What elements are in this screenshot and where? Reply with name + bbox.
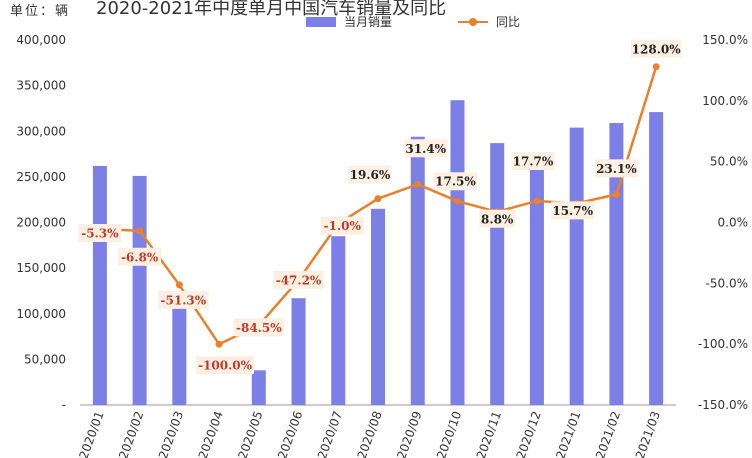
yoy-data-label: -6.8% bbox=[121, 250, 159, 264]
sales-bar bbox=[331, 236, 346, 405]
sales-bar bbox=[450, 100, 465, 405]
yoy-label-bg bbox=[511, 151, 555, 170]
yoy-point bbox=[175, 281, 183, 289]
yoy-label-bg bbox=[404, 139, 448, 158]
right-y-tick-label: -100.0% bbox=[698, 337, 748, 351]
yoy-point bbox=[533, 197, 541, 205]
right-y-tick-label: 150.0% bbox=[702, 33, 748, 47]
sales-bar bbox=[291, 298, 306, 405]
sales-bar bbox=[609, 123, 624, 405]
x-tick-label: 2020/05 bbox=[235, 409, 265, 458]
yoy-data-label: -51.3% bbox=[161, 293, 207, 307]
left-y-tick-label: 200,000 bbox=[16, 216, 66, 230]
yoy-data-label: 17.7% bbox=[513, 154, 554, 168]
legend-bar-swatch bbox=[306, 16, 336, 27]
yoy-point bbox=[374, 195, 382, 203]
sales-bar bbox=[132, 175, 147, 405]
sales-bar bbox=[490, 143, 505, 406]
right-y-tick-label: -50.0% bbox=[706, 276, 748, 290]
x-tick-label: 2020/06 bbox=[275, 409, 305, 458]
yoy-label-bg bbox=[196, 356, 254, 375]
right-y-tick-label: 50.0% bbox=[710, 155, 748, 169]
left-y-tick-label: 100,000 bbox=[16, 307, 66, 321]
x-tick-label: 2021/02 bbox=[593, 409, 623, 458]
yoy-point bbox=[652, 63, 660, 71]
x-tick-label: 2020/01 bbox=[76, 409, 106, 458]
yoy-data-label: -1.0% bbox=[324, 219, 362, 233]
x-tick-label: 2020/02 bbox=[116, 409, 146, 458]
yoy-label-bg bbox=[551, 201, 595, 220]
yoy-data-label: -100.0% bbox=[198, 359, 253, 373]
yoy-point bbox=[215, 340, 223, 348]
legend-line-swatch bbox=[458, 17, 489, 26]
yoy-point bbox=[136, 227, 144, 235]
sales-bar bbox=[92, 165, 107, 405]
sales-bar bbox=[529, 152, 544, 405]
chart-legend: 当月销量 同比 bbox=[306, 13, 586, 30]
yoy-label-bg bbox=[433, 172, 477, 191]
left-y-tick-label: - bbox=[62, 398, 66, 412]
yoy-data-label: -5.3% bbox=[81, 226, 119, 240]
yoy-data-label: 23.1% bbox=[596, 162, 637, 176]
yoy-data-label: -84.5% bbox=[236, 321, 282, 335]
left-y-tick-label: 300,000 bbox=[16, 124, 66, 138]
left-y-tick-label: 50,000 bbox=[24, 352, 66, 366]
x-tick-label: 2020/07 bbox=[315, 409, 345, 458]
right-y-tick-label: 0.0% bbox=[718, 216, 749, 230]
yoy-label-bg bbox=[273, 270, 324, 289]
yoy-label-bg bbox=[630, 39, 682, 58]
yoy-label-bg bbox=[78, 223, 122, 242]
sales-bar bbox=[649, 112, 664, 406]
left-y-tick-label: 250,000 bbox=[16, 170, 66, 184]
x-tick-label: 2020/11 bbox=[474, 409, 504, 458]
yoy-data-label: 15.7% bbox=[552, 204, 593, 218]
yoy-data-label: 17.5% bbox=[435, 175, 476, 189]
x-tick-label: 2020/04 bbox=[196, 409, 226, 458]
x-tick-label: 2020/12 bbox=[514, 409, 544, 458]
yoy-data-label: 8.8% bbox=[481, 212, 514, 226]
right-y-tick-label: -150.0% bbox=[698, 398, 748, 412]
x-tick-label: 2020/09 bbox=[394, 409, 424, 458]
yoy-label-bg bbox=[320, 216, 364, 235]
left-y-tick-label: 150,000 bbox=[16, 261, 66, 275]
yoy-label-bg bbox=[594, 159, 638, 178]
sales-bar bbox=[251, 370, 266, 405]
x-tick-label: 2020/03 bbox=[156, 409, 186, 458]
x-tick-label: 2020/10 bbox=[434, 409, 464, 458]
x-tick-label: 2021/03 bbox=[633, 409, 663, 458]
yoy-point bbox=[612, 190, 620, 198]
sales-bar bbox=[172, 295, 187, 405]
legend-bar-label: 当月销量 bbox=[344, 15, 393, 29]
yoy-label-bg bbox=[233, 318, 284, 337]
yoy-data-label: 31.4% bbox=[405, 142, 446, 156]
yoy-label-bg bbox=[479, 209, 515, 228]
legend-line-label: 同比 bbox=[496, 15, 521, 29]
yoy-point bbox=[414, 180, 422, 188]
sales-bar bbox=[371, 208, 385, 405]
y-axis-unit-label: 单位：辆 bbox=[10, 4, 71, 19]
yoy-label-bg bbox=[158, 290, 209, 309]
chart-title: 2020-2021年中度单月中国汽车销量及同比 bbox=[96, 0, 447, 19]
sales-bar bbox=[569, 127, 584, 405]
legend-item-line: 同比 bbox=[458, 13, 520, 30]
x-tick-label: 2020/08 bbox=[355, 409, 385, 458]
yoy-label-bg bbox=[118, 247, 162, 266]
yoy-data-label: 128.0% bbox=[632, 42, 682, 56]
x-tick-label: 2021/01 bbox=[553, 409, 583, 458]
yoy-data-label: 19.6% bbox=[350, 168, 391, 182]
right-y-tick-label: 100.0% bbox=[702, 94, 748, 108]
legend-item-bar: 当月销量 bbox=[306, 13, 392, 30]
yoy-label-bg bbox=[348, 165, 392, 184]
sales-bar bbox=[410, 136, 425, 405]
yoy-data-label: -47.2% bbox=[276, 273, 322, 287]
left-y-tick-label: 350,000 bbox=[16, 79, 66, 93]
yoy-point bbox=[453, 197, 461, 205]
left-y-tick-label: 400,000 bbox=[16, 33, 66, 47]
